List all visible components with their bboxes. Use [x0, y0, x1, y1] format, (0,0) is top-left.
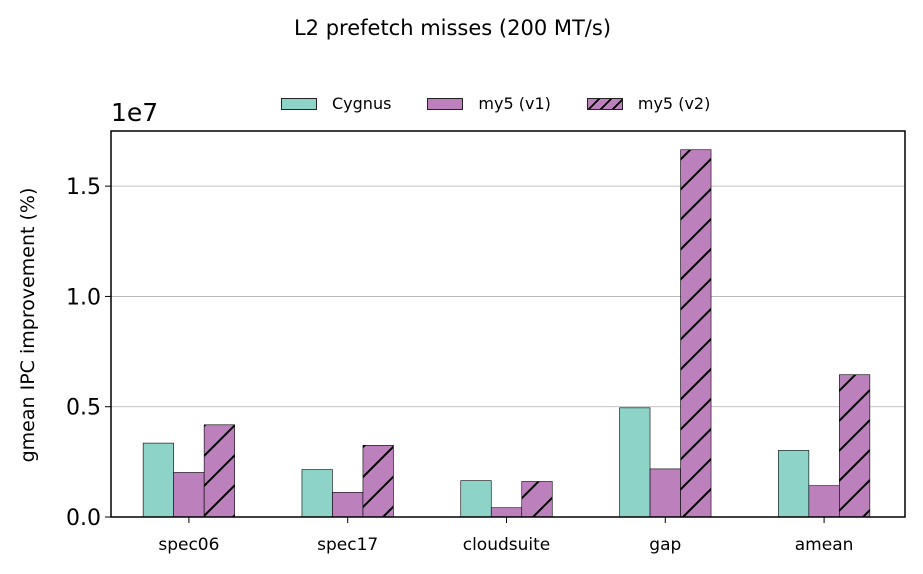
y-tick-label: 0.5 — [66, 396, 101, 421]
chart-title: L2 prefetch misses (200 MT/s) — [293, 16, 612, 40]
bar-cygnus-gap — [619, 407, 651, 518]
bar-cygnus-amean — [778, 450, 810, 518]
y-axis-offset-label: 1e7 — [111, 98, 159, 127]
bar-cygnus-spec17 — [301, 469, 333, 518]
x-tick-label: gap — [649, 535, 681, 555]
legend-label-my5-v1: my5 (v1) — [478, 94, 551, 113]
bar-my5-v2-amean — [839, 374, 871, 518]
bar-my5-v2-cloudsuite — [521, 481, 553, 518]
bar-my5-v2-spec06 — [203, 424, 235, 518]
legend-item-my5-v2: my5 (v2) — [586, 94, 711, 113]
bar-my5-v1-spec17 — [332, 491, 364, 518]
legend: Cygnus my5 (v1) my5 (v2) — [281, 94, 710, 113]
legend-label-my5-v2: my5 (v2) — [637, 94, 711, 113]
bar-my5-v1-gap — [649, 468, 681, 518]
plot-frame — [110, 130, 906, 518]
y-tick-label: 1.5 — [66, 175, 101, 200]
legend-label-cygnus: Cygnus — [332, 94, 392, 113]
y-tick-label: 0.0 — [66, 506, 101, 531]
bar-my5-v1-spec06 — [173, 472, 205, 518]
legend-item-cygnus: Cygnus — [281, 94, 391, 113]
x-tick-label: cloudsuite — [463, 535, 551, 555]
legend-swatch-my5-v1 — [427, 97, 464, 110]
bar-my5-v1-amean — [808, 485, 840, 518]
bar-my5-v2-spec17 — [362, 445, 394, 518]
bar-cygnus-cloudsuite — [460, 480, 492, 518]
legend-swatch-cygnus — [281, 97, 317, 110]
x-tick-label: spec17 — [317, 535, 378, 555]
x-tick-label: amean — [795, 535, 854, 555]
bar-cygnus-spec06 — [142, 442, 174, 518]
legend-item-my5-v1: my5 (v1) — [427, 94, 551, 113]
x-tick-label: spec06 — [158, 535, 219, 555]
bar-my5-v2-gap — [680, 149, 712, 518]
bar-my5-v1-cloudsuite — [490, 507, 523, 518]
y-tick-label: 1.0 — [66, 285, 101, 310]
legend-swatch-my5-v2 — [586, 97, 623, 110]
